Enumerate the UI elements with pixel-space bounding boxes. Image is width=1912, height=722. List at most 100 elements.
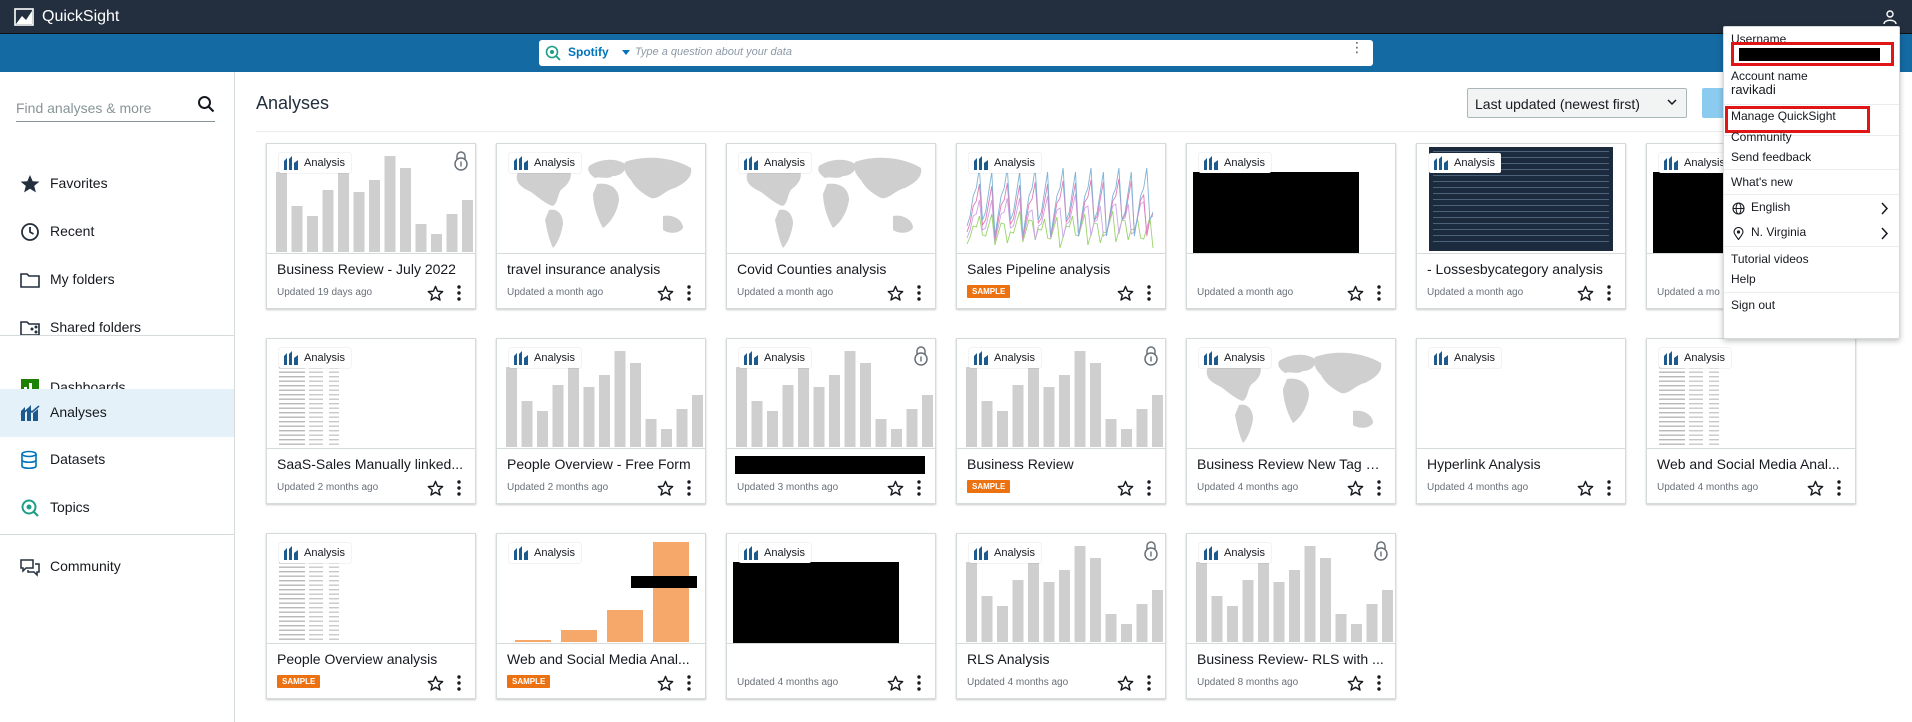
favorite-star-icon[interactable]	[1117, 675, 1134, 692]
analysis-thumbnail[interactable]	[1187, 144, 1395, 254]
q-question-bar[interactable]: Spotify Type a question about your data …	[539, 40, 1373, 66]
more-options-icon[interactable]	[1377, 674, 1381, 692]
analysis-card[interactable]: Analysis Business Review New Tag a... Upda…	[1186, 338, 1396, 504]
more-options-icon[interactable]	[457, 479, 461, 497]
sidebar-item-favorites[interactable]: Favorites	[0, 161, 234, 207]
analysis-card[interactable]: Analysis Sales Pipeline analysis SAMPLE	[956, 143, 1166, 309]
sidebar-item-recent[interactable]: Recent	[0, 209, 234, 255]
community-item[interactable]: Community	[1731, 130, 1792, 144]
more-options-icon[interactable]	[917, 674, 921, 692]
more-options-icon[interactable]	[1377, 284, 1381, 302]
analysis-title[interactable]: RLS Analysis	[967, 651, 1050, 667]
user-icon[interactable]	[1882, 9, 1898, 25]
analysis-card[interactable]: Analysis Business Review SAMPLE	[956, 338, 1166, 504]
analysis-card[interactable]: Analysis Updated a month ago	[1186, 143, 1396, 309]
analysis-title[interactable]: Business Review - July 2022	[277, 261, 456, 277]
analysis-title[interactable]: travel insurance analysis	[507, 261, 661, 277]
q-options-icon[interactable]: ⋮	[1350, 39, 1364, 55]
favorite-star-icon[interactable]	[657, 480, 674, 497]
analysis-title[interactable]: Business Review- RLS with ...	[1197, 651, 1384, 667]
app-title[interactable]: QuickSight	[42, 8, 120, 25]
analysis-card[interactable]: Analysis Hyperlink Analysis Updated 4 mont…	[1416, 338, 1626, 504]
analysis-card[interactable]: Analysis SaaS-Sales Manually linked... Upd…	[266, 338, 476, 504]
sidebar-item-datasets[interactable]: Datasets	[0, 437, 234, 483]
analysis-card[interactable]: Analysis People Overview analysis SAMPLE	[266, 533, 476, 699]
analysis-title[interactable]: Sales Pipeline analysis	[967, 261, 1111, 277]
sidebar-item-community[interactable]: Community	[0, 544, 234, 590]
analysis-title[interactable]: SaaS-Sales Manually linked...	[277, 456, 463, 472]
analysis-thumbnail[interactable]	[497, 144, 705, 254]
more-options-icon[interactable]	[917, 284, 921, 302]
more-options-icon[interactable]	[1607, 284, 1611, 302]
analysis-card[interactable]: Analysis - Lossesbycategory analysis Updat…	[1416, 143, 1626, 309]
analysis-title[interactable]: - Lossesbycategory analysis	[1427, 261, 1603, 277]
more-options-icon[interactable]	[687, 284, 691, 302]
more-options-icon[interactable]	[687, 479, 691, 497]
favorite-star-icon[interactable]	[657, 675, 674, 692]
sidebar-item-shared-folders[interactable]: Shared folders	[0, 305, 234, 351]
analysis-title[interactable]: Covid Counties analysis	[737, 261, 887, 277]
find-analyses-input[interactable]: Find analyses & more	[16, 92, 215, 122]
sign-out-item[interactable]: Sign out	[1731, 298, 1776, 312]
help-item[interactable]: Help	[1731, 272, 1756, 286]
favorite-star-icon[interactable]	[1807, 480, 1824, 497]
sort-select[interactable]: Last updated (newest first)	[1467, 88, 1687, 118]
favorite-star-icon[interactable]	[1577, 285, 1594, 302]
analysis-thumbnail[interactable]	[957, 339, 1165, 449]
manage-quicksight-item[interactable]: Manage QuickSight	[1731, 109, 1836, 123]
favorite-star-icon[interactable]	[887, 285, 904, 302]
analysis-card[interactable]: Analysis Updated 3 months ago	[726, 338, 936, 504]
more-options-icon[interactable]	[457, 284, 461, 302]
whats-new-item[interactable]: What's new	[1731, 175, 1793, 189]
favorite-star-icon[interactable]	[427, 285, 444, 302]
more-options-icon[interactable]	[1377, 479, 1381, 497]
analysis-card[interactable]: Analysis Web and Social Media Anal... Upda…	[1646, 338, 1856, 504]
more-options-icon[interactable]	[1147, 479, 1151, 497]
more-options-icon[interactable]	[1147, 284, 1151, 302]
favorite-star-icon[interactable]	[427, 480, 444, 497]
analysis-title[interactable]: Web and Social Media Anal...	[1657, 456, 1840, 472]
favorite-star-icon[interactable]	[1347, 480, 1364, 497]
analysis-card[interactable]: Analysis Updated 4 months ago	[726, 533, 936, 699]
sidebar-item-topics[interactable]: Topics	[0, 485, 234, 531]
chevron-down-icon[interactable]	[622, 50, 630, 55]
quicksight-logo-icon[interactable]	[14, 8, 34, 26]
favorite-star-icon[interactable]	[887, 675, 904, 692]
tutorial-videos-item[interactable]: Tutorial videos	[1731, 252, 1809, 266]
topic-selector[interactable]: Spotify	[568, 45, 609, 59]
analysis-card[interactable]: Analysis Business Review- RLS with ... Upd…	[1186, 533, 1396, 699]
analysis-title[interactable]: Hyperlink Analysis	[1427, 456, 1541, 472]
favorite-star-icon[interactable]	[1347, 285, 1364, 302]
analysis-card[interactable]: Analysis Web and Social Media Anal... SAMP…	[496, 533, 706, 699]
favorite-star-icon[interactable]	[1117, 285, 1134, 302]
analysis-title[interactable]: People Overview - Free Form	[507, 456, 691, 472]
favorite-star-icon[interactable]	[1577, 480, 1594, 497]
more-options-icon[interactable]	[917, 479, 921, 497]
analysis-title[interactable]: Business Review	[967, 456, 1074, 472]
language-item[interactable]: English	[1724, 197, 1899, 219]
analysis-card[interactable]: Analysis travel insurance analysis Updated…	[496, 143, 706, 309]
favorite-star-icon[interactable]	[657, 285, 674, 302]
favorite-star-icon[interactable]	[887, 480, 904, 497]
analysis-title[interactable]: Business Review New Tag a...	[1197, 456, 1385, 472]
more-options-icon[interactable]	[1607, 479, 1611, 497]
favorite-star-icon[interactable]	[1117, 480, 1134, 497]
analysis-card[interactable]: Analysis Covid Counties analysis Updated a…	[726, 143, 936, 309]
more-options-icon[interactable]	[1837, 479, 1841, 497]
more-options-icon[interactable]	[457, 674, 461, 692]
question-input[interactable]: Type a question about your data	[635, 46, 792, 58]
analysis-card[interactable]: Analysis People Overview - Free Form Updat…	[496, 338, 706, 504]
sidebar-item-analyses[interactable]: Analyses	[0, 389, 234, 437]
search-icon[interactable]	[197, 95, 215, 113]
more-options-icon[interactable]	[1147, 674, 1151, 692]
analysis-title[interactable]: Web and Social Media Anal...	[507, 651, 690, 667]
sidebar-item-my-folders[interactable]: My folders	[0, 257, 234, 303]
favorite-star-icon[interactable]	[427, 675, 444, 692]
favorite-star-icon[interactable]	[1347, 675, 1364, 692]
region-item[interactable]: N. Virginia	[1724, 222, 1899, 244]
analysis-card[interactable]: Analysis RLS Analysis Updated 4 months ago	[956, 533, 1166, 699]
analysis-title[interactable]: People Overview analysis	[277, 651, 438, 667]
send-feedback-item[interactable]: Send feedback	[1731, 150, 1812, 164]
analysis-card[interactable]: Analysis Business Review - July 2022 Updat…	[266, 143, 476, 309]
more-options-icon[interactable]	[687, 674, 691, 692]
